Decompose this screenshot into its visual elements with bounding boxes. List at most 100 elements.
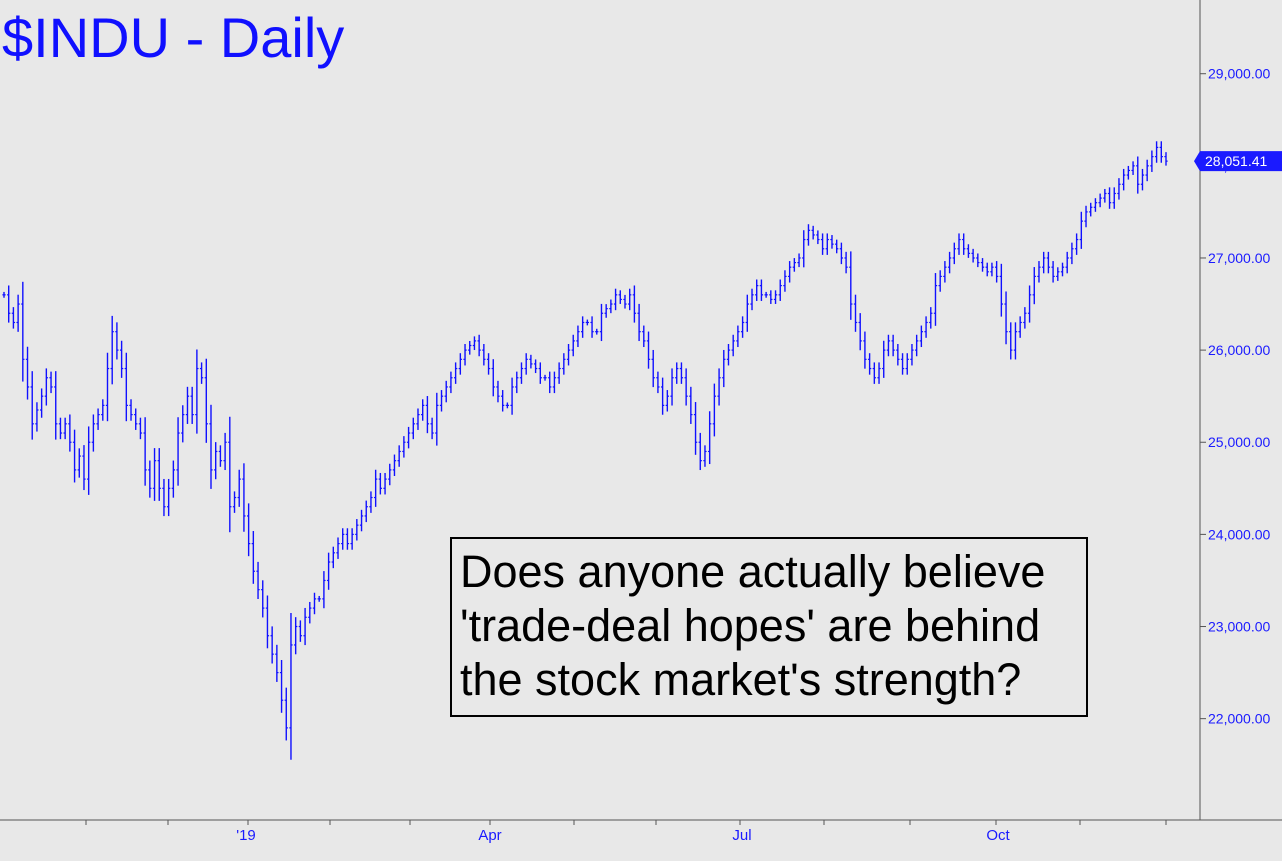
price-bar — [468, 340, 472, 355]
price-bar — [30, 371, 34, 440]
price-bar — [1154, 141, 1159, 163]
price-bar — [844, 251, 848, 274]
price-bar — [684, 368, 688, 406]
price-bar — [190, 386, 194, 424]
annotation-line-3: the stock market's strength? — [460, 654, 1022, 705]
x-tick-label: Apr — [478, 827, 501, 844]
price-bar — [364, 500, 368, 523]
price-bar — [458, 353, 462, 375]
price-bar — [317, 595, 321, 602]
price-bar — [548, 371, 552, 394]
price-bar — [882, 340, 886, 378]
price-bar — [275, 644, 279, 682]
price-bar — [533, 359, 538, 374]
price-bar — [16, 294, 20, 332]
price-bar — [1107, 187, 1112, 209]
price-bar — [496, 380, 500, 403]
price-bar — [58, 417, 63, 440]
price-bar — [251, 531, 255, 584]
price-bar — [698, 432, 702, 471]
price-bar — [524, 353, 528, 375]
price-bar — [44, 368, 48, 406]
price-bar — [119, 340, 124, 378]
price-bar — [1027, 285, 1032, 323]
price-bar — [835, 239, 839, 254]
price-bar — [1093, 198, 1098, 212]
annotation-line-1: Does anyone actually believe — [460, 546, 1046, 597]
price-bar — [595, 328, 599, 335]
price-bar — [138, 417, 143, 440]
price-bar — [571, 334, 575, 357]
last-value-marker — [1194, 151, 1282, 172]
price-bar — [486, 353, 491, 375]
price-bar — [21, 281, 25, 382]
y-tick-label: 24,000.00 — [1208, 526, 1270, 542]
price-bar — [585, 319, 589, 326]
price-bar — [656, 371, 660, 394]
price-bar — [905, 353, 909, 375]
price-bar — [2, 291, 6, 298]
price-bar — [919, 325, 924, 348]
price-bar — [764, 291, 768, 298]
price-bar — [430, 417, 434, 440]
price-bar — [750, 288, 754, 311]
price-bar — [7, 285, 11, 323]
price-bar — [1060, 262, 1065, 277]
price-bar — [632, 285, 637, 323]
price-bar — [326, 552, 331, 590]
price-bar — [651, 349, 655, 388]
price-bar — [778, 279, 782, 301]
price-bar — [943, 261, 947, 283]
price-bar — [77, 448, 81, 478]
price-bar — [1103, 188, 1107, 203]
price-bar — [402, 436, 406, 458]
price-bar — [1046, 251, 1051, 274]
price-bar — [303, 607, 307, 646]
price-bar — [604, 304, 608, 318]
price-bar — [599, 303, 604, 342]
price-bar — [896, 343, 900, 366]
price-bar — [689, 386, 693, 424]
price-bar — [449, 371, 453, 394]
price-bar — [543, 374, 547, 381]
price-bar — [787, 261, 792, 283]
price-bar — [1056, 267, 1060, 281]
price-bar — [708, 411, 712, 465]
price-bar — [242, 463, 246, 532]
price-bar — [439, 390, 444, 412]
price-bar — [218, 445, 223, 467]
price-bar — [519, 362, 524, 384]
price-bar — [703, 445, 707, 467]
y-tick-label: 23,000.00 — [1208, 619, 1270, 635]
price-bar — [755, 279, 759, 301]
price-bar — [816, 230, 820, 245]
price-bar — [110, 315, 114, 385]
price-bar — [670, 368, 674, 406]
price-bar — [72, 429, 77, 483]
price-bar — [576, 325, 580, 348]
price-bar — [1112, 187, 1116, 209]
x-tick-label: Jul — [732, 827, 751, 844]
price-bar — [929, 307, 933, 329]
price-bar — [256, 561, 260, 600]
price-bar — [849, 251, 853, 320]
price-bar — [185, 386, 190, 424]
price-bar — [115, 322, 119, 360]
price-bar — [802, 230, 806, 268]
price-bar — [25, 346, 30, 400]
price-bar — [392, 454, 397, 477]
price-bar — [49, 371, 53, 394]
price-bar — [237, 469, 241, 507]
price-bar — [858, 313, 862, 351]
price-bar — [740, 316, 745, 338]
price-bar — [637, 303, 641, 342]
price-bar — [279, 660, 284, 713]
price-bar — [1023, 307, 1027, 329]
price-bar — [134, 408, 138, 430]
price-bar — [990, 262, 994, 277]
price-bar — [435, 392, 439, 446]
price-bar — [1126, 165, 1131, 180]
price-bar — [491, 359, 495, 397]
price-bar — [863, 331, 867, 369]
